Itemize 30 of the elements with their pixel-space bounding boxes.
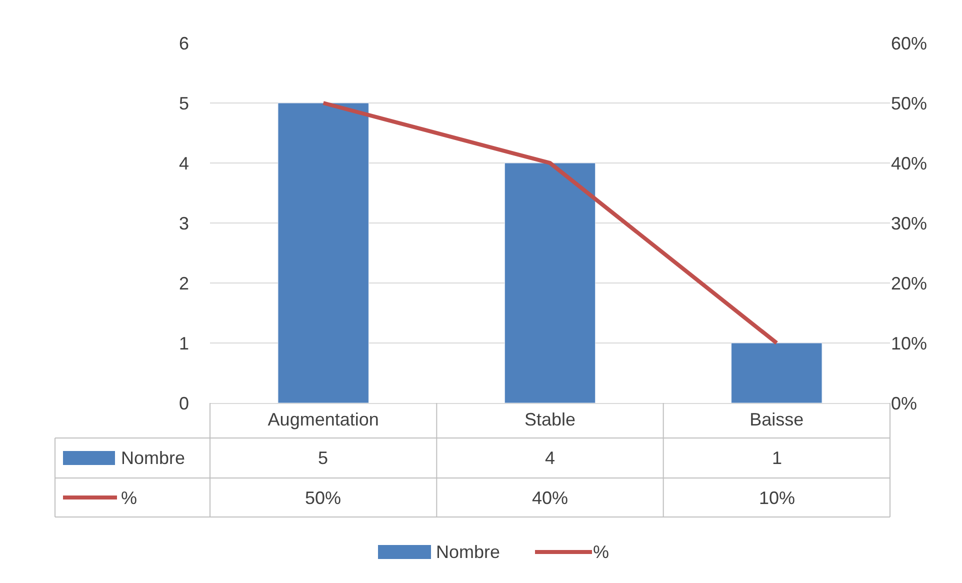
bar <box>278 102 369 403</box>
y-tick-label: 4 <box>178 153 189 174</box>
bar <box>731 342 822 403</box>
y2-tick-label: 40% <box>891 153 928 174</box>
y2-tick-label: 0% <box>891 393 918 414</box>
data-label: 5 <box>318 448 328 468</box>
y-tick-label: 2 <box>178 273 189 294</box>
data-label: 1 <box>772 448 782 468</box>
y-tick-label: 6 <box>178 33 189 54</box>
y2-tick-label: 60% <box>891 33 928 54</box>
text: Nombre <box>436 542 500 562</box>
y-tick-label: 5 <box>178 93 189 114</box>
y2-tick-label: 20% <box>891 273 928 294</box>
data-label: 50% <box>305 488 342 508</box>
x-tick-label: Baisse <box>750 410 804 430</box>
y-tick-label: 0 <box>178 393 189 414</box>
x-tick-label: Augmentation <box>268 410 379 430</box>
text: % <box>121 488 138 508</box>
y2-tick-label: 30% <box>891 213 928 234</box>
bar <box>504 162 596 403</box>
x-tick-label: Stable <box>524 410 576 430</box>
data-label: 10% <box>759 488 796 508</box>
data-label: 4 <box>545 448 556 468</box>
legend-label: % <box>593 542 610 562</box>
y-tick-label: 1 <box>178 333 189 354</box>
data-label: 40% <box>532 488 568 508</box>
y-tick-label: 3 <box>178 213 189 234</box>
y2-tick-label: 50% <box>891 93 928 114</box>
y2-tick-label: 10% <box>891 333 928 354</box>
legend-label: Nombre <box>121 448 186 468</box>
